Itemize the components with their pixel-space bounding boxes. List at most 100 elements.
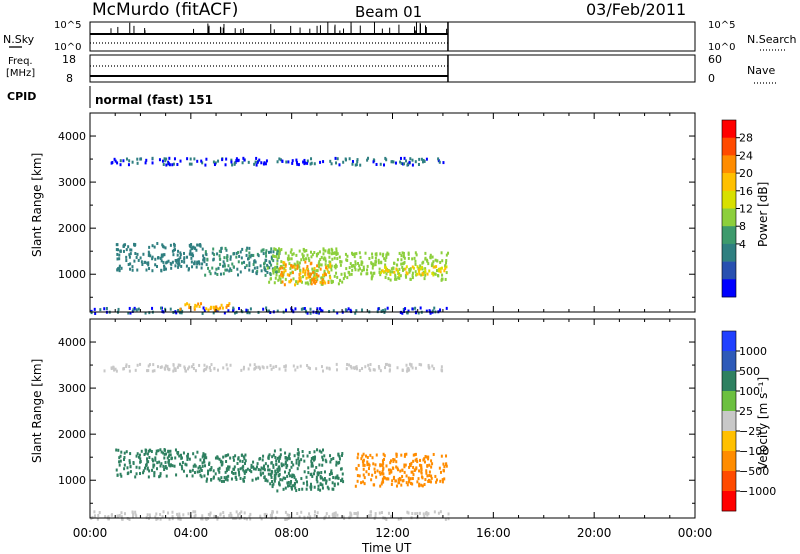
power-cell <box>439 308 442 312</box>
power-cell <box>162 245 165 249</box>
velocity-cell <box>284 451 287 455</box>
velocity-cell <box>401 475 404 479</box>
velocity-cell <box>282 487 285 491</box>
power-cell <box>129 267 132 271</box>
velocity-cell <box>206 477 209 481</box>
nsky-label: N.Sky <box>3 33 35 46</box>
power-cell <box>212 258 215 262</box>
power-cell <box>431 309 434 313</box>
velocity-cell <box>129 470 132 474</box>
velocity-cell <box>273 449 276 453</box>
power-cell <box>338 163 341 167</box>
velocity-cell <box>302 481 305 485</box>
power-cell <box>371 252 374 256</box>
power-cell <box>321 276 324 280</box>
power-cell <box>264 251 267 255</box>
velocity-cell <box>431 462 434 466</box>
power-cell <box>159 306 162 310</box>
velocity-cell <box>288 513 291 517</box>
power-cell <box>372 263 375 267</box>
power-cell <box>212 160 215 164</box>
power-cell <box>442 161 445 165</box>
velocity-cell <box>203 453 206 457</box>
velocity-cell <box>325 479 328 483</box>
power-cell <box>394 273 397 277</box>
power-cell <box>315 272 318 276</box>
velocity-cell <box>153 463 156 467</box>
power-cell <box>192 245 195 249</box>
velocity-cell <box>203 363 206 367</box>
power-cell <box>331 248 334 252</box>
power-cell <box>389 278 392 282</box>
power-cell <box>273 247 276 251</box>
power-cell <box>129 248 132 252</box>
velocity-cell <box>328 366 331 370</box>
power-cell <box>315 275 318 279</box>
velocity-cell <box>184 462 187 466</box>
power-cell <box>128 159 131 163</box>
power-cell <box>277 267 280 271</box>
power-cell <box>284 251 287 255</box>
velocity-cell <box>148 363 151 367</box>
power-cell <box>160 269 163 273</box>
power-cell <box>173 243 176 247</box>
power-cell <box>401 311 404 315</box>
velocity-cell <box>201 464 204 468</box>
velocity-cell <box>392 466 395 470</box>
velocity-cell <box>160 462 163 466</box>
velocity-cell <box>424 512 427 516</box>
power-cell <box>302 307 305 311</box>
power-cell <box>334 266 337 270</box>
velocity-cell <box>207 472 210 476</box>
power-cell <box>384 308 387 312</box>
power-cell <box>290 257 293 261</box>
power-cell <box>279 266 282 270</box>
power-cell <box>353 255 356 259</box>
power-cell <box>328 271 331 275</box>
power-cell <box>116 243 119 247</box>
power-cell <box>130 248 133 252</box>
power-cell <box>339 263 342 267</box>
power-cell <box>172 162 175 166</box>
velocity-cell <box>244 453 247 457</box>
velocity-cell <box>159 365 162 369</box>
velocity-cell <box>165 474 168 478</box>
velocity-cell <box>295 458 298 462</box>
power-cell <box>275 273 278 277</box>
velocity-cell <box>202 458 205 462</box>
velocity-cell <box>223 476 226 480</box>
velocity-cell <box>139 471 142 475</box>
velocity-cell <box>208 513 211 517</box>
velocity-cell <box>185 474 188 478</box>
velocity-cell <box>119 472 122 476</box>
power-cell <box>335 247 338 251</box>
velocity-cell <box>356 474 359 478</box>
velocity-cell <box>415 457 418 461</box>
velocity-cell <box>323 454 326 458</box>
power-cell <box>235 255 238 259</box>
velocity-cell <box>185 463 188 467</box>
power-cell <box>135 255 138 259</box>
power-cell <box>417 311 420 315</box>
power-cell <box>322 273 325 277</box>
power-cell <box>246 309 249 313</box>
power-cell <box>140 157 143 161</box>
power-cell <box>354 268 357 272</box>
power-cell <box>168 156 171 160</box>
power-cell <box>205 307 208 311</box>
power-colorbar-label: Power [dB] <box>756 182 770 247</box>
velocity-cell <box>183 366 186 370</box>
power-cell <box>434 272 437 276</box>
velocity-cell <box>137 455 140 459</box>
velocity-cell <box>253 467 256 471</box>
power-cell <box>344 308 347 312</box>
power-cell <box>302 255 305 259</box>
freq-label: Freq. <box>8 56 33 67</box>
velocity-cell <box>277 459 280 463</box>
power-colorbar-segment <box>722 226 736 245</box>
power-cell <box>293 265 296 269</box>
velocity-cell <box>350 366 353 370</box>
velocity-cell <box>373 368 376 372</box>
power-cell <box>162 162 165 166</box>
power-cell <box>143 260 146 264</box>
